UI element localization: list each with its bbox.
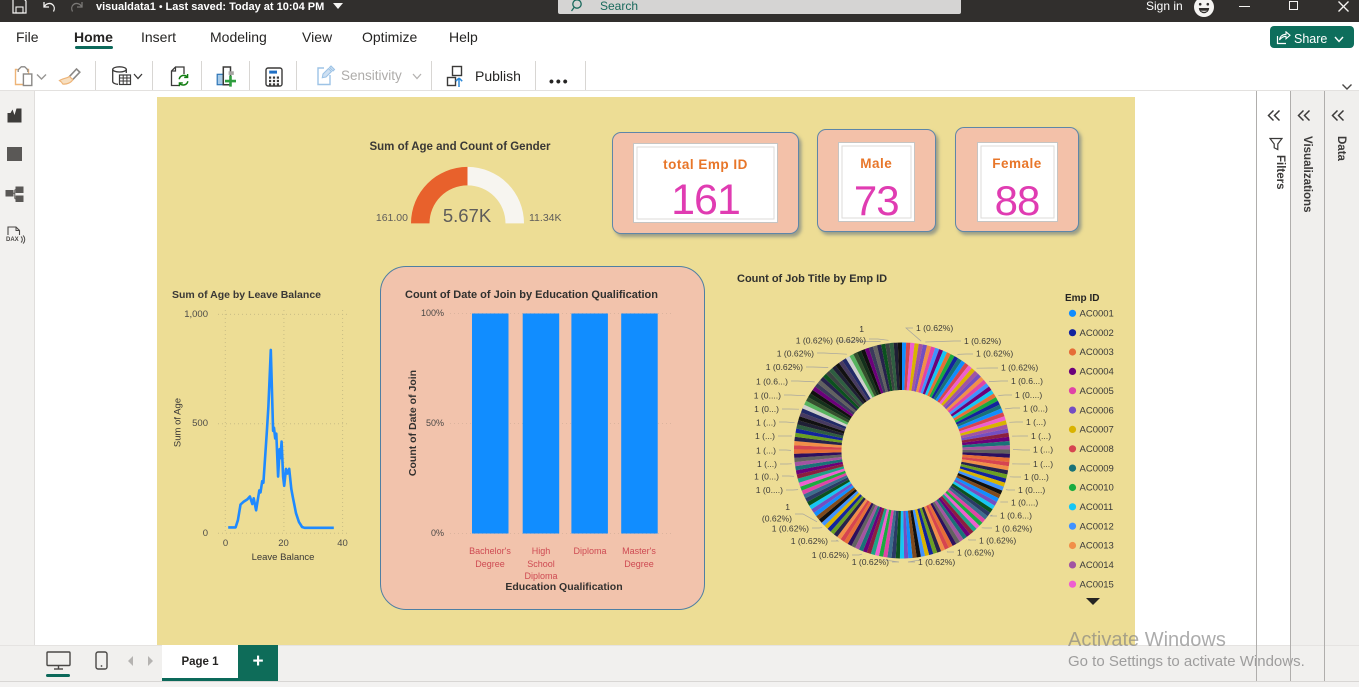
svg-text:1 (0....): 1 (0....): [756, 485, 783, 495]
svg-text:1 (0.62%): 1 (0.62%): [916, 323, 953, 333]
svg-text:1 (0.62%): 1 (0.62%): [852, 557, 889, 567]
svg-text:1 (0.62%): 1 (0.62%): [957, 548, 994, 558]
svg-text:1 (0.62%): 1 (0.62%): [791, 536, 828, 546]
svg-text:1 (...): 1 (...): [756, 417, 776, 427]
svg-text:1 (0.6...): 1 (0.6...): [1011, 376, 1043, 386]
svg-text:AC0005: AC0005: [1080, 386, 1114, 397]
svg-text:1 (...): 1 (...): [755, 431, 775, 441]
svg-text:1 (0.62%): 1 (0.62%): [964, 336, 1001, 346]
svg-text:AC0004: AC0004: [1080, 367, 1114, 378]
svg-text:1 (0.62%): 1 (0.62%): [976, 349, 1013, 359]
svg-text:AC0008: AC0008: [1080, 444, 1114, 455]
svg-text:AC0001: AC0001: [1080, 309, 1114, 320]
svg-text:1 (0....): 1 (0....): [1015, 390, 1042, 400]
svg-text:1 (0....): 1 (0....): [754, 390, 781, 400]
svg-text:AC0011: AC0011: [1080, 502, 1114, 513]
svg-text:1 (0.62%): 1 (0.62%): [918, 557, 955, 567]
svg-text:1 (0.6...): 1 (0.6...): [1000, 511, 1032, 521]
svg-text:1 (0.62%): 1 (0.62%): [979, 536, 1016, 546]
svg-text:1 (0.62%): 1 (0.62%): [995, 524, 1032, 534]
svg-text:1 (...): 1 (...): [757, 459, 777, 469]
svg-text:1: 1: [859, 324, 864, 334]
svg-text:1 (...): 1 (...): [1031, 431, 1051, 441]
svg-text:AC0007: AC0007: [1080, 425, 1114, 436]
svg-text:AC0014: AC0014: [1080, 560, 1114, 571]
svg-text:1 (0...): 1 (0...): [1024, 472, 1049, 482]
svg-text:1 (0.62%): 1 (0.62%): [796, 336, 833, 346]
svg-text:1: 1: [785, 502, 790, 512]
svg-text:1 (0.62%): 1 (0.62%): [777, 348, 814, 358]
svg-text:1 (...): 1 (...): [1033, 445, 1053, 455]
svg-text:1 (0....): 1 (0....): [1011, 498, 1038, 508]
svg-text:Emp ID: Emp ID: [1065, 293, 1099, 304]
svg-text:1 (0...): 1 (0...): [1023, 404, 1048, 414]
svg-text:1 (0...): 1 (0...): [754, 472, 779, 482]
svg-text:1 (0.62%): 1 (0.62%): [766, 362, 803, 372]
svg-text:1 (...): 1 (...): [1033, 459, 1053, 469]
svg-text:1 (...): 1 (...): [756, 445, 776, 455]
svg-text:AC0013: AC0013: [1080, 541, 1114, 552]
svg-text:AC0010: AC0010: [1080, 483, 1114, 494]
svg-text:1 (0....): 1 (0....): [1018, 485, 1045, 495]
svg-text:1 (0.62%): 1 (0.62%): [772, 523, 809, 533]
svg-text:AC0006: AC0006: [1080, 405, 1114, 416]
svg-text:(0.62%): (0.62%): [836, 335, 866, 345]
svg-text:DAX: DAX: [6, 237, 19, 243]
svg-text:AC0009: AC0009: [1080, 463, 1114, 474]
svg-text:1 (0.62%): 1 (0.62%): [1001, 363, 1038, 373]
svg-text:1 (0.6...): 1 (0.6...): [756, 376, 788, 386]
svg-text:AC0002: AC0002: [1080, 328, 1114, 339]
svg-text:(0.62%): (0.62%): [762, 514, 792, 524]
svg-text:1 (0...): 1 (0...): [754, 404, 779, 414]
svg-text:AC0012: AC0012: [1080, 521, 1114, 532]
svg-text:1 (...): 1 (...): [1026, 417, 1046, 427]
svg-text:AC0003: AC0003: [1080, 347, 1114, 358]
svg-text:1 (0.62%): 1 (0.62%): [812, 550, 849, 560]
svg-text:AC0015: AC0015: [1080, 579, 1114, 590]
